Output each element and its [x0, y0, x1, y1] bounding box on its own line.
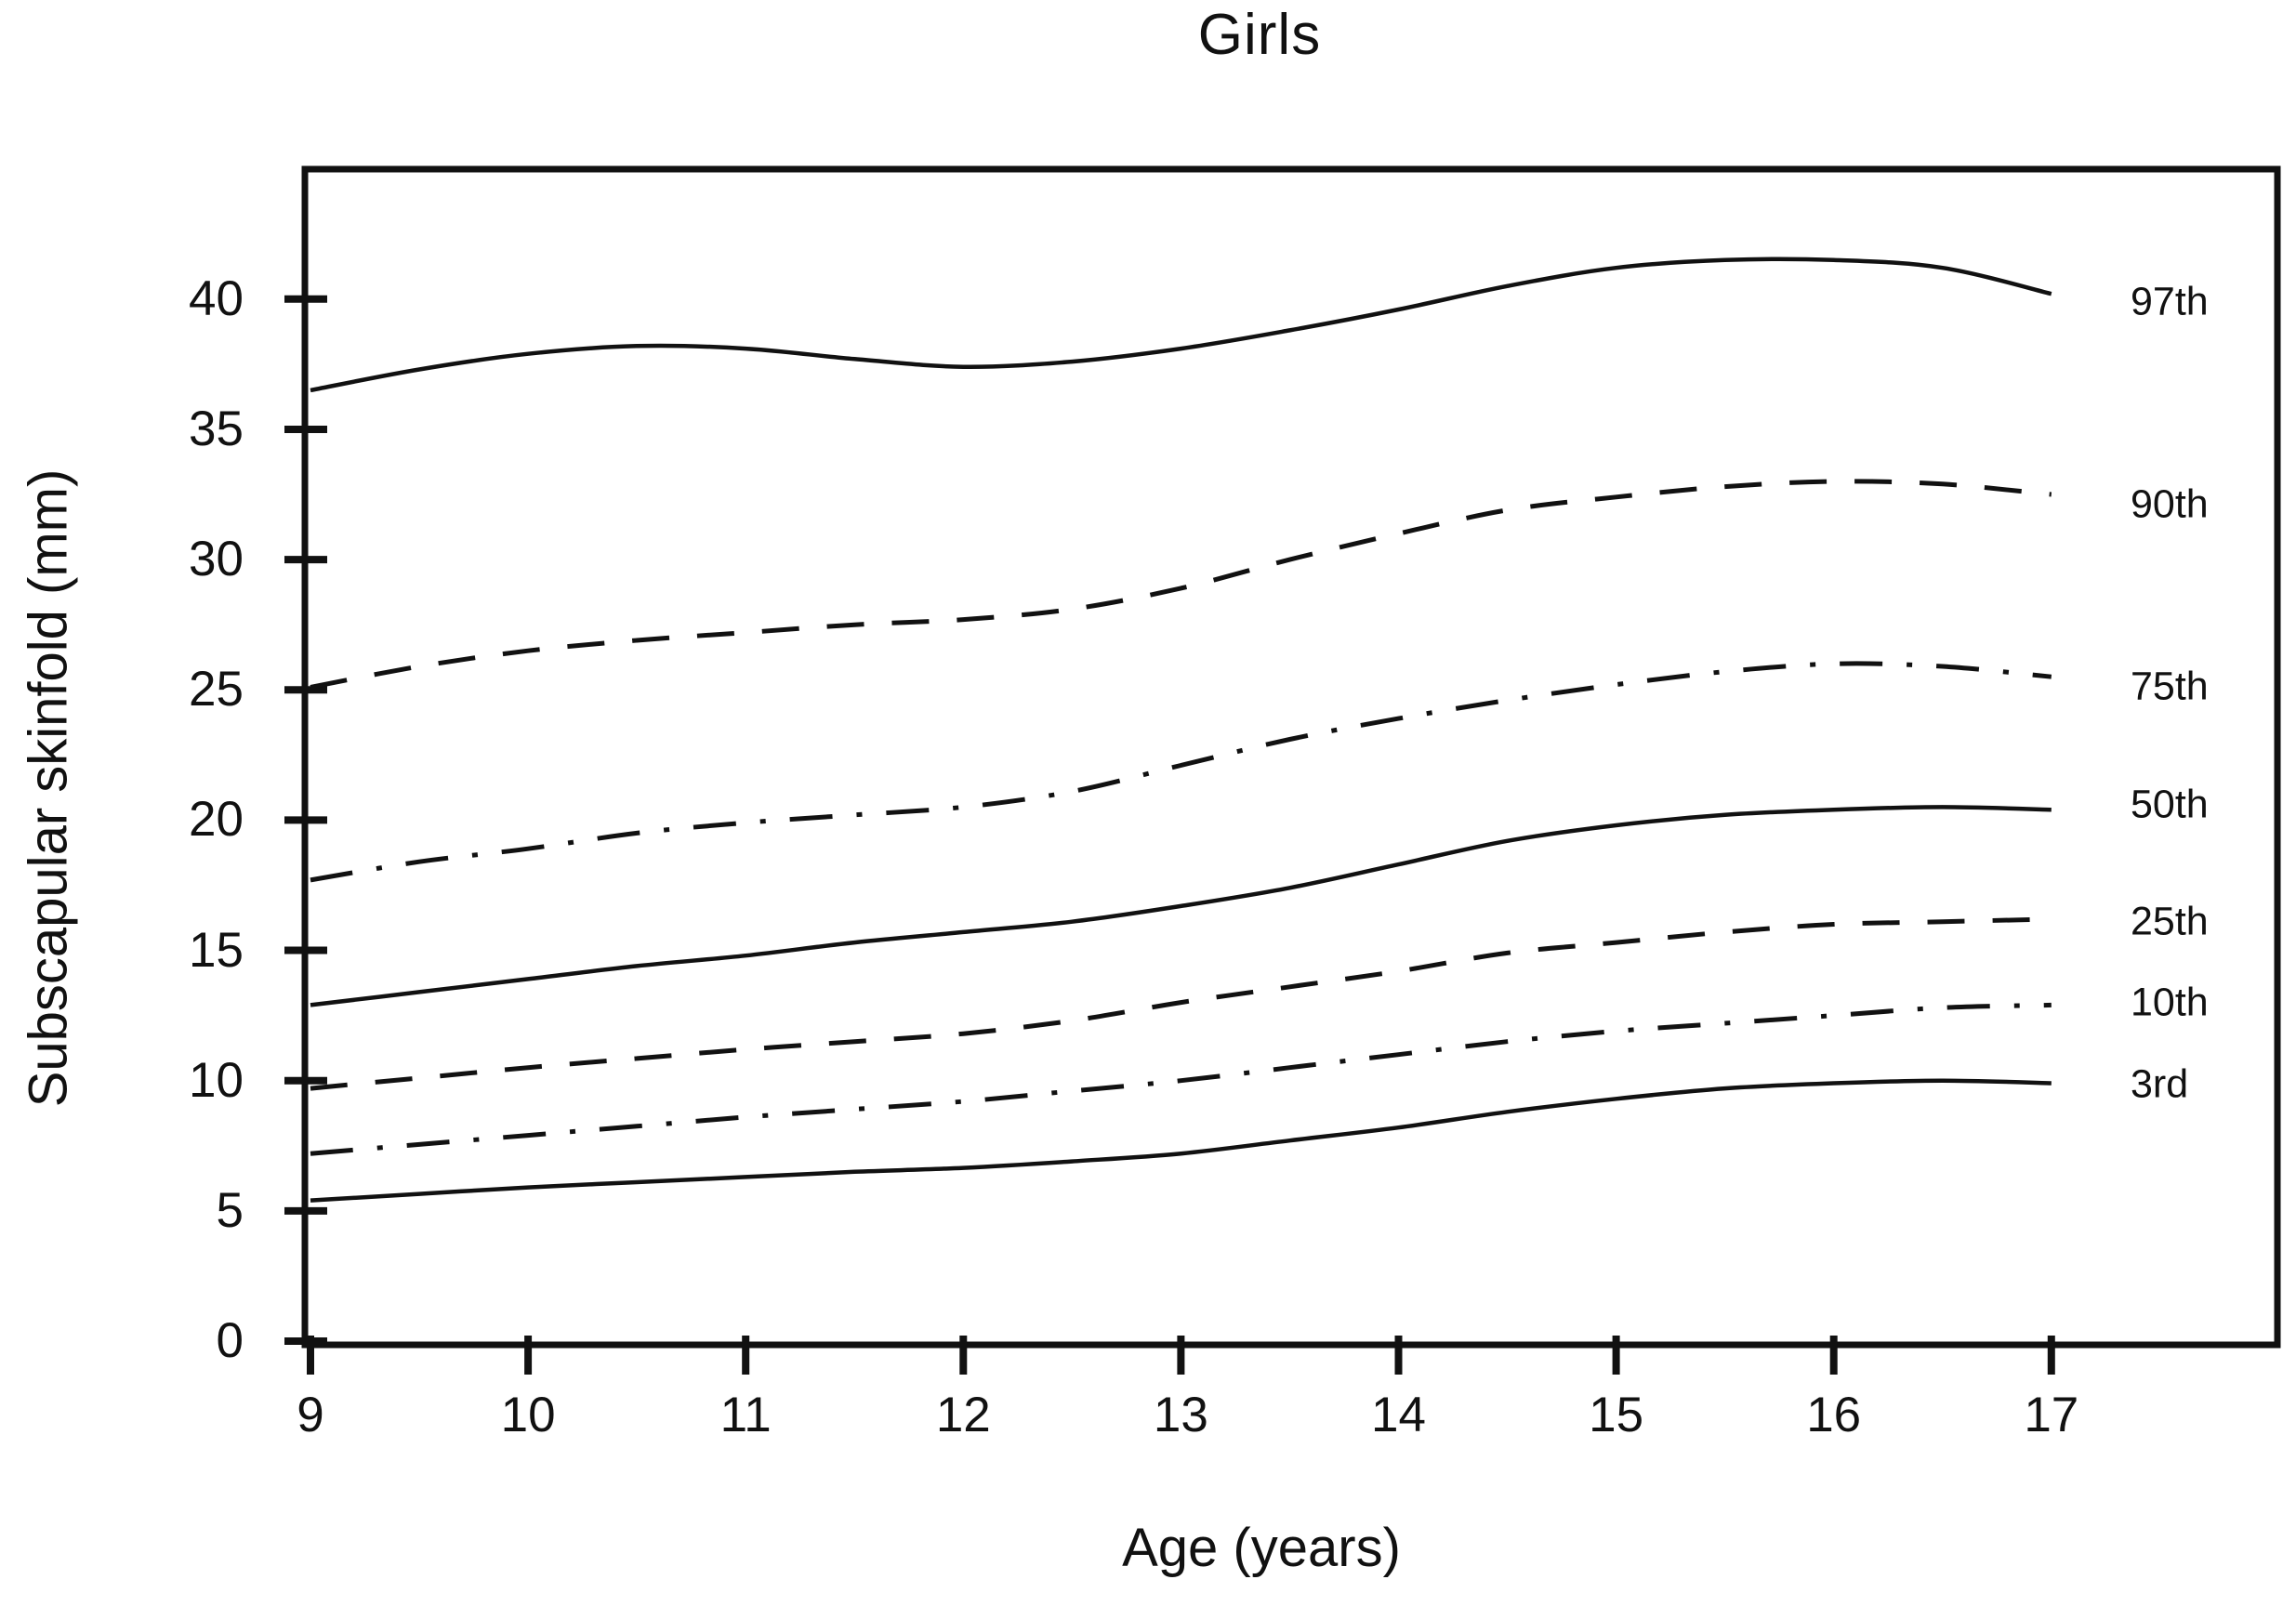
x-tick-label: 12 [935, 1388, 991, 1442]
series-curve-97th [310, 257, 2052, 393]
x-tick-label: 14 [1371, 1388, 1426, 1442]
x-tick-label: 15 [1589, 1388, 1644, 1442]
y-tick-label: 10 [189, 1052, 244, 1108]
series-label-50th: 50th [2131, 782, 2209, 827]
series-label-25th: 25th [2131, 899, 2209, 944]
x-tick-label: 13 [1153, 1388, 1208, 1442]
series-label-97th: 97th [2131, 279, 2209, 324]
series-curve-10th [310, 1002, 2052, 1156]
chart-title: Girls [1197, 3, 1322, 67]
y-tick-label: 15 [189, 922, 244, 978]
y-tick-label: 30 [189, 532, 244, 587]
series-label-3rd: 3rd [2131, 1061, 2189, 1107]
x-tick-label: 11 [719, 1388, 772, 1442]
x-tick-label: 9 [297, 1388, 324, 1442]
series-label-75th: 75th [2131, 664, 2209, 709]
series-curve-3rd [310, 1078, 2052, 1203]
series-curve-90th [310, 479, 2052, 690]
series-label-90th: 90th [2131, 481, 2209, 527]
x-tick-label: 17 [2024, 1388, 2079, 1442]
y-tick-label: 5 [216, 1182, 244, 1238]
y-tick-label: 25 [189, 662, 244, 717]
x-axis-title: Age (years) [1122, 1518, 1401, 1578]
y-tick-label: 40 [189, 270, 244, 326]
series-curve-50th [310, 805, 2052, 1007]
y-tick-label: 20 [189, 792, 244, 848]
x-tick-label: 10 [500, 1388, 556, 1442]
series-curve-75th [310, 661, 2052, 883]
series-label-10th: 10th [2131, 980, 2209, 1025]
y-tick-label: 0 [216, 1313, 244, 1368]
x-tick-label: 16 [1806, 1388, 1862, 1442]
y-tick-label: 35 [189, 401, 244, 456]
plot-frame [301, 165, 2281, 1349]
series-curve-25th [310, 916, 2052, 1091]
